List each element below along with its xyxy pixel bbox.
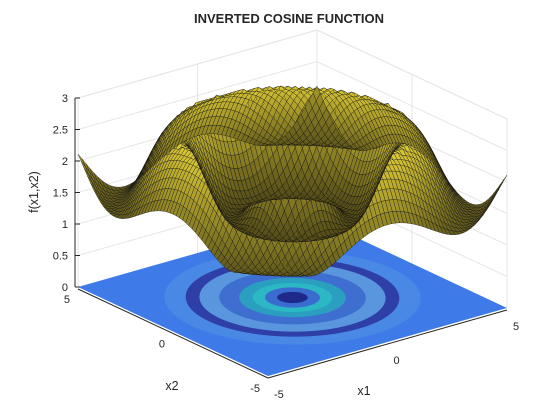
z-gridline xyxy=(77,60,508,151)
z-tick-label: 1.5 xyxy=(53,188,68,200)
z-tick-label: 2.5 xyxy=(53,125,68,137)
z-axis-label: f(x1,x2) xyxy=(27,171,41,213)
x-tick-label: 5 xyxy=(513,321,519,333)
z-tick-label: 0.5 xyxy=(53,251,68,263)
z-tick-label: 3 xyxy=(62,93,68,105)
y-tick-label: 0 xyxy=(159,339,165,351)
x-tick-label: -5 xyxy=(274,389,284,401)
y-tick-label: -5 xyxy=(250,383,260,395)
z-gridline xyxy=(77,29,508,120)
x-tick-label: 0 xyxy=(394,355,400,367)
y-axis-line xyxy=(77,288,269,379)
z-tick-label: 0 xyxy=(62,282,68,294)
contour-plane xyxy=(78,219,507,376)
surface-face xyxy=(77,153,86,167)
y-axis-label: x2 xyxy=(165,379,178,393)
x-axis-label: x1 xyxy=(357,384,370,398)
z-tick-label: 1 xyxy=(62,219,68,231)
surface-mesh xyxy=(77,85,508,277)
tick-labels: 00.511.522.53-505-505 xyxy=(53,93,519,401)
x-axis-line xyxy=(267,309,508,379)
chart-title: INVERTED COSINE FUNCTION xyxy=(194,11,384,26)
z-tick-label: 2 xyxy=(62,156,68,168)
contour-ring xyxy=(277,291,308,304)
y-tick-label: 5 xyxy=(64,294,70,306)
